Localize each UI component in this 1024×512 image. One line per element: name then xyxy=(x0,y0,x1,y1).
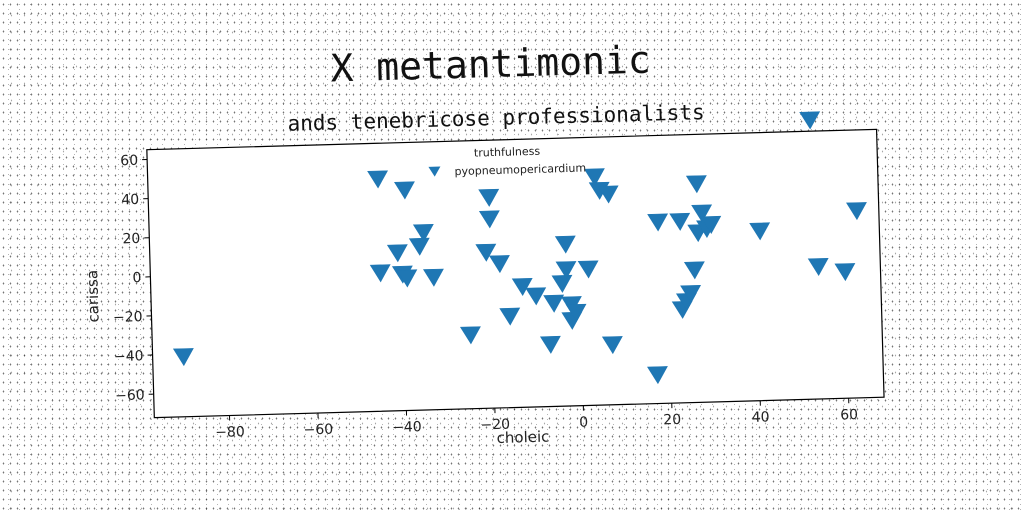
data-point xyxy=(691,204,713,223)
data-point xyxy=(555,261,577,280)
x-tick-label: 20 xyxy=(663,412,681,428)
data-point xyxy=(597,185,619,204)
x-tick-label: 40 xyxy=(752,409,770,425)
y-tick-label: −40 xyxy=(114,348,144,365)
data-point xyxy=(543,294,565,313)
data-point xyxy=(554,235,576,254)
x-axis-label: choleic xyxy=(496,428,549,447)
y-axis-label: carissa xyxy=(83,270,102,323)
data-point xyxy=(172,348,194,367)
data-point xyxy=(525,287,547,306)
data-point xyxy=(386,244,408,263)
data-point xyxy=(396,269,418,288)
data-point xyxy=(489,255,510,274)
data-point xyxy=(408,237,430,256)
legend-marker-icon xyxy=(428,166,441,177)
data-point xyxy=(423,268,444,287)
data-point xyxy=(478,188,500,207)
data-point xyxy=(577,260,599,279)
data-point xyxy=(799,111,821,130)
y-tick-label: 60 xyxy=(120,153,138,169)
data-point xyxy=(700,215,722,234)
data-point xyxy=(539,335,561,354)
data-point xyxy=(683,261,705,280)
data-point xyxy=(551,274,573,293)
x-tick-label: −20 xyxy=(480,417,510,434)
x-tick-label: 0 xyxy=(579,414,588,430)
x-tick-label: 60 xyxy=(840,407,858,423)
data-point xyxy=(565,303,587,322)
plot-area xyxy=(146,128,885,419)
x-tick-label: −80 xyxy=(215,424,245,441)
data-point xyxy=(478,210,500,229)
data-point xyxy=(647,213,669,232)
data-point xyxy=(499,307,521,326)
legend-title: truthfulness xyxy=(474,145,541,160)
data-point xyxy=(680,284,702,304)
data-point xyxy=(367,170,389,189)
data-point xyxy=(511,277,533,296)
legend: truthfulness pyopneumopericardium xyxy=(428,145,586,178)
data-point xyxy=(647,366,668,385)
data-point xyxy=(369,264,391,283)
chart-title: X metantimonic xyxy=(330,38,651,91)
data-point xyxy=(846,202,867,221)
y-tick-label: 20 xyxy=(122,231,140,247)
legend-entry-label: pyopneumopericardium xyxy=(454,161,586,178)
data-points xyxy=(172,111,867,385)
x-tick-label: −40 xyxy=(392,419,422,436)
data-point xyxy=(685,175,707,194)
x-axis: −80 −60 −40 −20 0 20 40 60 xyxy=(215,398,858,441)
chart-subtitle: ands tenebricose professionalists xyxy=(287,100,705,136)
y-tick-label: −20 xyxy=(113,309,143,326)
x-tick-label: −60 xyxy=(303,422,333,439)
data-point xyxy=(412,223,434,242)
data-point xyxy=(601,336,623,355)
y-tick-label: 0 xyxy=(132,270,141,286)
data-point xyxy=(749,222,771,241)
y-axis: −60 −40 −20 0 20 40 60 xyxy=(113,153,154,404)
data-point xyxy=(669,212,691,231)
y-tick-label: −60 xyxy=(115,387,145,404)
data-point xyxy=(834,263,856,282)
data-point xyxy=(460,326,481,345)
chart-figure: X metantimonic ands tenebricose professi… xyxy=(83,38,885,447)
data-point xyxy=(807,257,829,276)
data-point xyxy=(583,168,605,187)
y-tick-label: 40 xyxy=(121,192,139,208)
data-point xyxy=(394,181,415,200)
data-point xyxy=(475,243,497,262)
